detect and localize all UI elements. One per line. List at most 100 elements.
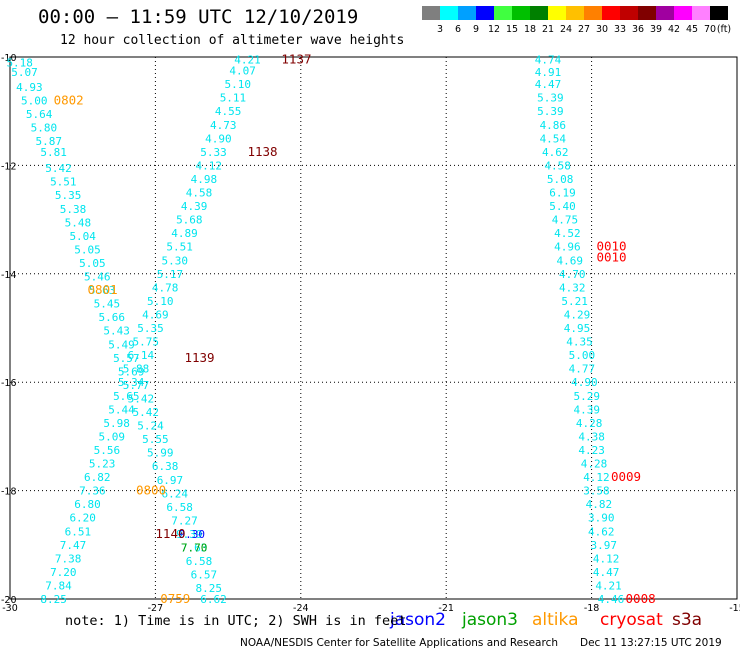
wave-height-value: 5.10 xyxy=(225,78,252,91)
wave-height-value: 7.47 xyxy=(60,539,87,552)
wave-height-value: 6.20 xyxy=(69,512,96,525)
wave-height-value: 4.74 xyxy=(535,54,562,67)
wave-height-value: 4.98 xyxy=(191,173,218,186)
colorbar-label: 42 xyxy=(668,24,680,35)
colorbar-swatch xyxy=(602,6,620,20)
chart-subtitle: 12 hour collection of altimeter wave hei… xyxy=(60,33,405,48)
wave-height-value: 4.82 xyxy=(586,498,613,511)
footer-note: note: 1) Time is in UTC; 2) SWH is in fe… xyxy=(65,613,406,629)
wave-height-value: 5.00 xyxy=(21,94,48,107)
pass-time-label: 0009 xyxy=(611,469,641,484)
wave-height-value: 4.78 xyxy=(152,281,179,294)
wave-height-value: 4.58 xyxy=(544,159,571,172)
colorbar-swatch xyxy=(494,6,512,20)
wave-height-value: 5.34 xyxy=(118,376,145,389)
wave-height-value: 4.69 xyxy=(557,254,584,267)
colorbar-swatch xyxy=(638,6,656,20)
wave-height-value: 5.30 xyxy=(162,254,189,267)
colorbar-swatch xyxy=(710,6,728,20)
wave-height-value: 5.05 xyxy=(74,243,101,256)
wave-height-value: 7.70 xyxy=(181,542,208,555)
colorbar-swatch xyxy=(548,6,566,20)
wave-height-value: 6.51 xyxy=(65,525,92,538)
colorbar-label: 18 xyxy=(524,24,536,35)
wave-height-value: 4.23 xyxy=(578,444,605,457)
wave-height-value: 4.91 xyxy=(535,66,562,79)
wave-height-value: 4.90 xyxy=(205,132,232,145)
wave-height-value: 5.39 xyxy=(537,92,564,105)
wave-height-value: 7.36 xyxy=(79,485,106,498)
y-tick-label: -16 xyxy=(1,378,17,389)
time-labels: 1137 1138 1139 1140 0802 0801 0800 0759 00100010… xyxy=(54,52,656,606)
wave-height-value: 4.21 xyxy=(595,579,622,592)
wave-height-value: 7.38 xyxy=(55,552,82,565)
colorbar-label: 45 xyxy=(686,24,698,35)
wave-height-value: 5.10 xyxy=(147,295,174,308)
wave-height-value: 5.23 xyxy=(89,458,116,471)
wave-height-value: 5.63 xyxy=(89,284,116,297)
wave-height-value: 5.40 xyxy=(549,200,576,213)
wave-height-value: 5.42 xyxy=(128,392,155,405)
wave-height-value: 5.87 xyxy=(36,135,63,148)
y-tick-label: -10 xyxy=(1,53,17,64)
wave-height-value: 6.57 xyxy=(191,569,218,582)
wave-height-value: 9.39 xyxy=(176,528,203,541)
pass-time-label: 0010 xyxy=(596,239,626,254)
wave-height-value: 5.43 xyxy=(103,325,130,338)
wave-height-value: 6.62 xyxy=(200,593,227,606)
wave-height-value: 5.49 xyxy=(108,338,135,351)
colorbar-label: 3 xyxy=(437,24,443,35)
colorbar-unit: (ft) xyxy=(717,24,731,35)
colorbar-label: 33 xyxy=(614,24,626,35)
wave-height-value: 5.68 xyxy=(176,214,203,227)
wave-height-value: 5.46 xyxy=(84,271,111,284)
wave-height-value: 5.64 xyxy=(26,108,53,121)
wave-height-value: 4.75 xyxy=(552,214,579,227)
wave-height-value: 5.35 xyxy=(55,189,82,202)
wave-height-value: 5.35 xyxy=(137,322,164,335)
wave-height-value: 5.56 xyxy=(94,444,121,457)
wave-height-value: 5.07 xyxy=(11,66,38,79)
x-tick-label: -30 xyxy=(2,603,18,614)
wave-height-value: 5.48 xyxy=(65,216,92,229)
x-tick-label: -21 xyxy=(438,603,454,614)
data-marks: 5.185.074.935.005.645.805.875.815.425.51… xyxy=(6,54,624,606)
wave-height-value: 4.47 xyxy=(593,566,620,579)
pass-time-label: 0010 xyxy=(596,250,626,265)
legend-cryosat: cryosat xyxy=(600,610,663,630)
wave-height-value: 5.17 xyxy=(157,268,184,281)
wave-height-value: 3.97 xyxy=(590,539,617,552)
wave-height-value: 5.18 xyxy=(6,56,33,69)
wave-height-value: 5.51 xyxy=(50,176,77,189)
wave-height-value: 7.27 xyxy=(171,514,198,527)
wave-height-value: 8.25 xyxy=(40,593,67,606)
legend-s3a: s3a xyxy=(672,610,702,630)
footer-credit: NOAA/NESDIS Center for Satellite Applica… xyxy=(240,637,558,649)
wave-height-value: 5.55 xyxy=(142,433,169,446)
wave-height-value: 5.65 xyxy=(113,390,140,403)
wave-height-value: 4.21 xyxy=(234,54,261,67)
wave-height-value: 7.84 xyxy=(45,579,72,592)
wave-height-value: 5.99 xyxy=(147,447,174,460)
wave-height-value: 4.46 xyxy=(598,593,625,606)
colorbar-label: 15 xyxy=(506,24,518,35)
pass-time-label: 0802 xyxy=(54,92,84,107)
y-tick-label: -12 xyxy=(1,161,17,172)
wave-height-value: 9.30 xyxy=(179,528,206,541)
wave-height-value: 4.54 xyxy=(540,132,567,145)
wave-height-value: 4.95 xyxy=(564,322,591,335)
wave-height-value: 4.77 xyxy=(569,363,596,376)
pass-time-label: 0008 xyxy=(626,591,656,606)
colorbar-label: 9 xyxy=(473,24,479,35)
wave-height-value: 5.21 xyxy=(561,295,588,308)
wave-height-value: 4.35 xyxy=(566,336,593,349)
wave-height-value: 5.00 xyxy=(569,349,596,362)
footer-timestamp: Dec 11 13:27:15 UTC 2019 xyxy=(580,637,722,649)
pass-time-label: 0759 xyxy=(160,591,190,606)
pass-time-label: 0801 xyxy=(88,282,118,297)
wave-height-value: 5.80 xyxy=(31,121,58,134)
wave-height-value: 4.47 xyxy=(535,78,562,91)
wave-height-value: 4.07 xyxy=(229,65,256,78)
wave-height-value: 5.04 xyxy=(69,230,96,243)
wave-height-value: 5.08 xyxy=(547,173,574,186)
